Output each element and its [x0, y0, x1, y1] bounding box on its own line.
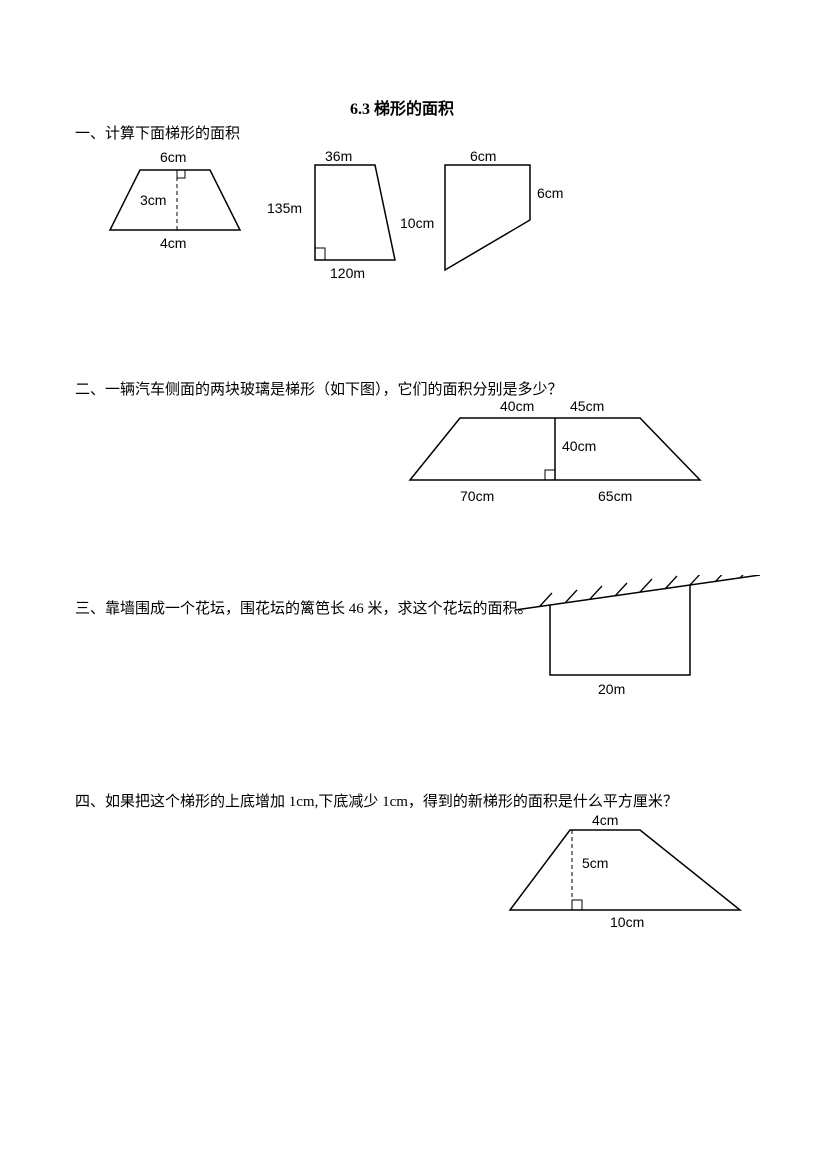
q1-t2-top: 36m: [325, 148, 352, 164]
q2-top-left: 40cm: [500, 398, 534, 414]
doc-title: 6.3 梯形的面积: [350, 95, 454, 119]
q1-t1-top: 6cm: [160, 149, 186, 165]
q1-prompt: 一、计算下面梯形的面积: [75, 122, 240, 143]
q2-top-right: 45cm: [570, 398, 604, 414]
q3-shape: [510, 575, 790, 705]
q1-t3-left: 10cm: [400, 215, 434, 231]
q2-height: 40cm: [562, 438, 596, 454]
q3-prompt: 三、靠墙围成一个花坛，围花坛的篱笆长 46 米，求这个花坛的面积。: [75, 597, 533, 618]
page: 6.3 梯形的面积 一、计算下面梯形的面积 6cm 3cm 4cm 36m 13…: [0, 0, 826, 1169]
q1-t2-bottom: 120m: [330, 265, 365, 281]
q4-bottom: 10cm: [610, 914, 644, 930]
q2-trap: [400, 400, 720, 520]
q1-t3-right: 6cm: [537, 185, 563, 201]
q4-height: 5cm: [582, 855, 608, 871]
q2-prompt: 二、一辆汽车侧面的两块玻璃是梯形（如下图），它们的面积分别是多少？: [75, 378, 563, 399]
q1-t1-height: 3cm: [140, 192, 166, 208]
q1-t1-bottom: 4cm: [160, 235, 186, 251]
q2-bottom-left: 70cm: [460, 488, 494, 504]
q4-top: 4cm: [592, 812, 618, 828]
q4-prompt: 四、如果把这个梯形的上底增加 1cm,下底减少 1cm，得到的新梯形的面积是什么…: [75, 790, 755, 811]
q2-bottom-right: 65cm: [598, 488, 632, 504]
q3-bottom: 20m: [598, 681, 625, 697]
q1-trap3: [430, 150, 550, 290]
q1-t2-left: 135m: [267, 200, 302, 216]
q1-t3-top: 6cm: [470, 148, 496, 164]
